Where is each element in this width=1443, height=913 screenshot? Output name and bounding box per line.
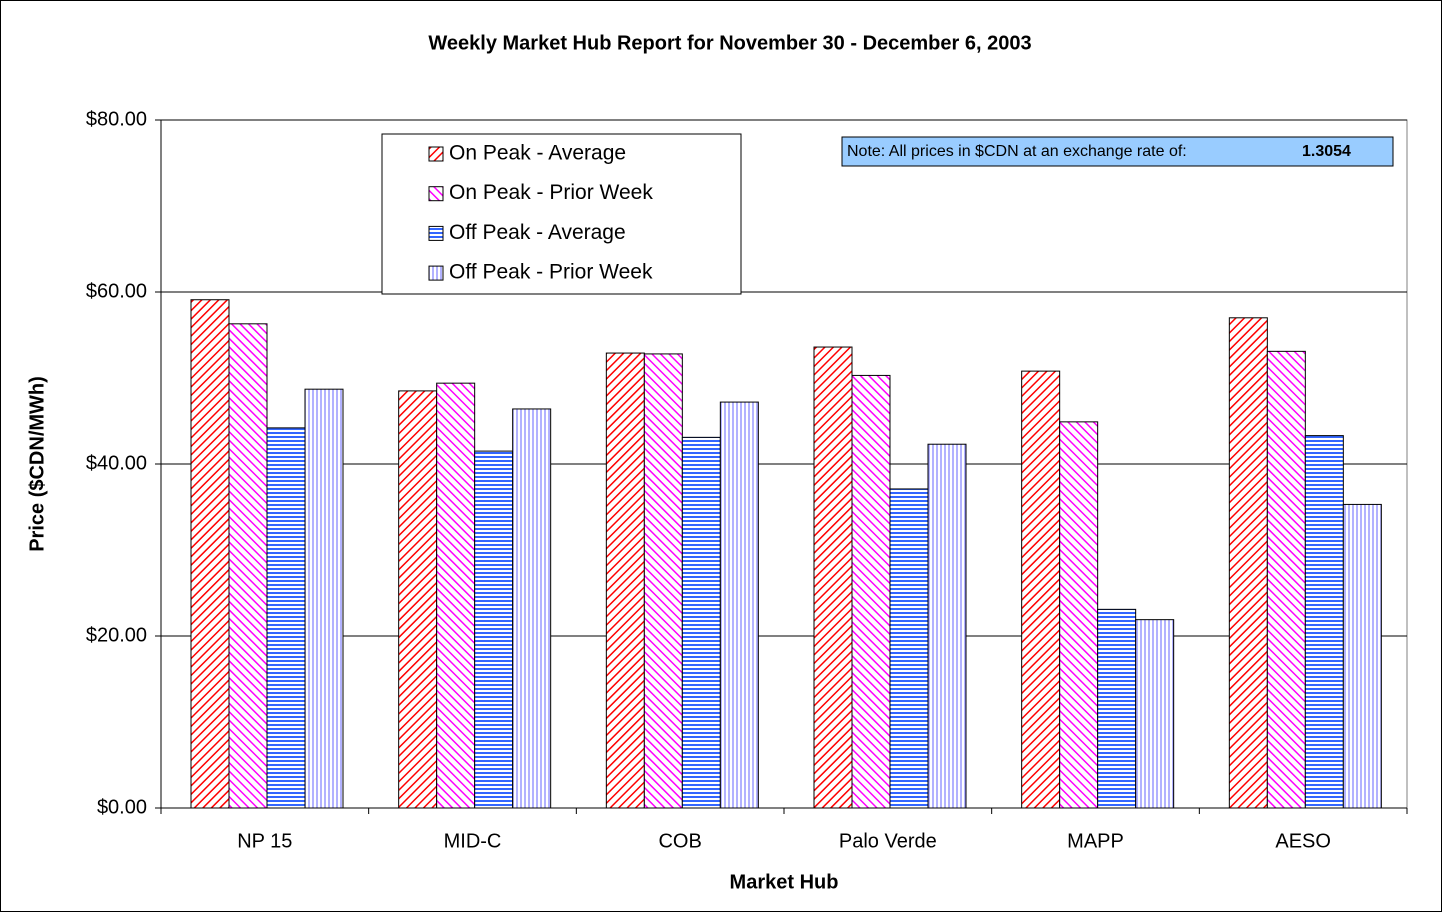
legend-swatch (428, 265, 444, 281)
x-tick-label: MAPP (1067, 830, 1124, 852)
x-tick-label: Palo Verde (839, 830, 937, 852)
chart-title: Weekly Market Hub Report for November 30… (428, 32, 1031, 54)
bar (1059, 421, 1099, 809)
bar (228, 323, 268, 809)
bar (398, 390, 438, 809)
y-tick-label: $20.00 (86, 624, 147, 646)
y-tick-label: $80.00 (86, 108, 147, 130)
x-axis-title: Market Hub (730, 871, 839, 893)
bar (719, 401, 759, 809)
x-tick-label: MID-C (444, 830, 502, 852)
bar (1266, 350, 1306, 809)
bar (851, 374, 891, 809)
legend-label: Off Peak - Prior Week (449, 261, 653, 284)
legend-swatch (428, 186, 444, 202)
bar (1342, 503, 1382, 809)
bar (436, 382, 476, 809)
legend-swatch (428, 146, 444, 162)
x-tick-label: AESO (1275, 830, 1331, 852)
bar (927, 443, 967, 809)
bar (1304, 435, 1344, 809)
note-box (841, 136, 1394, 167)
legend-label: On Peak - Average (449, 142, 626, 165)
bar (512, 408, 552, 809)
bar (681, 436, 721, 809)
bar (889, 488, 929, 809)
y-tick-label: $40.00 (86, 452, 147, 474)
bar (605, 352, 645, 809)
y-tick-label: $0.00 (97, 796, 147, 818)
legend-swatch (428, 225, 444, 241)
bar (643, 353, 683, 809)
x-tick-label: NP 15 (237, 830, 292, 852)
bar (190, 299, 230, 809)
bar (1228, 317, 1268, 809)
bar (1135, 619, 1175, 809)
y-axis-title: Price ($CDN/MWh) (26, 376, 48, 552)
note-value: 1.3054 (1302, 143, 1351, 160)
y-tick-label: $60.00 (86, 280, 147, 302)
legend-label: On Peak - Prior Week (449, 181, 653, 204)
bar (304, 388, 344, 809)
x-tick-label: COB (658, 830, 701, 852)
bar (1021, 370, 1061, 809)
bar (1097, 608, 1137, 809)
note-text: Note: All prices in $CDN at an exchange … (847, 143, 1187, 160)
bar (474, 450, 514, 809)
legend-label: Off Peak - Average (449, 221, 626, 244)
bar (813, 346, 853, 809)
bar (266, 427, 306, 809)
